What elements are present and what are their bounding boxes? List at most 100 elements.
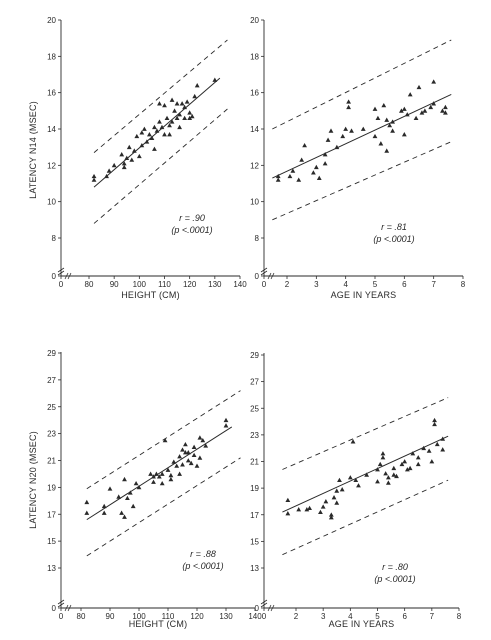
data-point [101,510,107,515]
data-point [328,128,334,133]
data-point [426,448,432,453]
y-tick-label: 14 [47,125,56,134]
y-tick-label: 0 [52,604,57,613]
x-tick-label: 7 [431,280,436,289]
data-point [440,447,446,452]
confidence-line [93,108,228,224]
data-point [415,461,421,467]
chart-panel-n14-age: 0 8 10 12 14 16 18 20 0 2 3 4 5 6 7 8 AGE IN YEARS r = .8… [250,16,466,300]
data-point [174,115,180,121]
data-point [162,102,167,108]
data-point [431,101,437,106]
x-tick-label: 6 [402,280,407,289]
data-point [223,423,229,428]
confidence-line [86,457,241,557]
y-axis-break [260,267,268,273]
data-point [399,108,404,113]
data-point [116,494,122,499]
y-tick-label: 20 [250,16,259,25]
data-point [384,117,390,122]
y-axis-break [57,270,65,276]
data-point [119,510,124,515]
y-axis-break [260,599,268,605]
data-point [313,164,319,170]
data-point [422,108,428,113]
y-tick-label: 19 [47,483,56,492]
data-point [197,455,203,460]
data-point [380,451,386,456]
p-value-label: (p <.0001) [373,234,414,244]
y-tick-label: 18 [250,52,259,61]
data-point [159,480,165,486]
y-tick-label: 20 [47,16,56,25]
y-tick-label: 8 [52,234,57,243]
data-point [141,126,147,131]
y-axis-title: LATENCY N20 (MSEC) [28,431,38,529]
x-tick-label: 120 [183,280,197,289]
data-point [380,455,386,460]
x-tick-label: 3 [314,280,319,289]
data-point [151,479,156,484]
data-point [124,155,130,160]
data-point [167,132,172,137]
data-point [157,101,162,106]
data-point [325,137,331,142]
data-point [322,152,328,157]
data-point [149,135,155,141]
data-point [125,495,130,501]
data-point [151,474,156,479]
data-point [139,130,145,135]
y-axis-break [57,599,65,605]
x-tick-label: 0 [59,280,64,289]
data-point [307,505,312,511]
data-point [187,115,193,121]
data-point [407,465,413,471]
data-point [121,161,127,166]
data-point [404,112,410,117]
data-point [131,148,137,153]
x-tick-label: 120 [190,612,204,621]
data-point [159,124,165,130]
data-point [346,104,351,110]
y-tick-label: 19 [250,484,259,493]
x-axis-break [267,272,272,280]
data-point [144,139,150,144]
data-point [185,458,191,463]
x-tick-label: 3 [321,612,326,621]
data-point [223,417,229,423]
data-point [339,487,345,492]
x-tick-label: 90 [110,280,119,289]
y-tick-label: 16 [250,89,259,98]
correlation-label: r = .81 [381,222,407,232]
data-point [180,462,185,467]
data-point [394,473,399,479]
data-point [122,514,127,519]
data-point [189,113,195,119]
data-point [183,441,188,447]
y-tick-label: 16 [47,89,56,98]
data-point [296,177,302,182]
data-point [171,459,177,464]
regression-line [272,94,452,179]
x-axis-break [67,604,72,612]
data-point [157,119,162,124]
data-point [372,106,378,111]
y-tick-label: 12 [47,161,56,170]
confidence-line [282,397,449,470]
y-tick-label: 10 [250,198,259,207]
x-tick-label: 4 [343,280,348,289]
data-point [290,168,296,173]
data-point [152,124,157,130]
data-point [375,479,380,484]
data-point [122,476,127,482]
y-tick-label: 27 [47,376,56,385]
data-point [129,157,135,162]
p-value-label: (p <.0001) [171,225,212,235]
data-point [159,471,165,476]
data-point [174,101,180,106]
y-tick-label: 27 [250,378,259,387]
data-point [162,437,168,443]
data-point [316,175,322,180]
